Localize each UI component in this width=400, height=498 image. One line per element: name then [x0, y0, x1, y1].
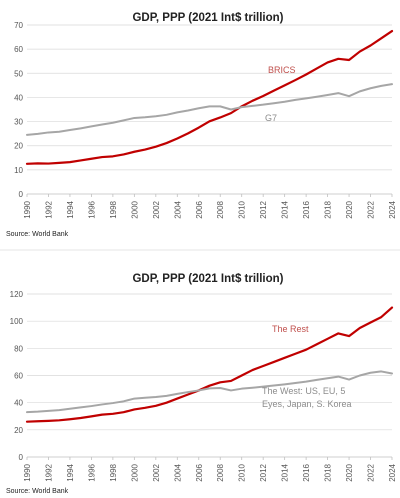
x-tick-label: 1990 [23, 463, 32, 481]
y-tick-label: 60 [14, 372, 23, 381]
y-tick-label: 30 [14, 118, 23, 127]
x-tick-label: 2000 [130, 463, 139, 481]
x-tick-label: 2006 [195, 463, 204, 481]
gdp-chart-brics-g7: GDP, PPP (2021 Int$ trillion) 0 10 20 30 40 5… [6, 12, 397, 238]
series-label-the-west-line2: Eyes, Japan, S. Korea [262, 399, 352, 409]
y-tick-label: 20 [14, 426, 23, 435]
x-tick-label: 2004 [173, 463, 182, 481]
series-label-the-rest: The Rest [272, 324, 309, 334]
x-tick-label: 2016 [302, 200, 311, 218]
x-tick-label: 2022 [367, 463, 376, 481]
series-line-the-rest [25, 306, 394, 423]
source-note: Source: World Bank [6, 231, 69, 238]
series-line-g7 [26, 83, 393, 136]
x-tick-label: 2008 [216, 200, 225, 218]
x-tick-label: 1990 [23, 200, 32, 218]
y-axis-ticks: 0 20 40 60 80 100 120 [10, 290, 24, 462]
y-tick-label: 80 [14, 344, 23, 353]
x-tick-label: 2024 [388, 463, 397, 481]
x-tick-label: 2018 [324, 200, 333, 218]
series-line-the-west [26, 370, 393, 414]
chart-title: GDP, PPP (2021 Int$ trillion) [132, 273, 283, 285]
x-tick-label: 2010 [238, 200, 247, 218]
x-tick-label: 1994 [66, 463, 75, 481]
x-tick-label: 2006 [195, 200, 204, 218]
y-tick-label: 60 [14, 45, 23, 54]
x-tick-label: 2022 [367, 200, 376, 218]
x-tick-label: 1992 [44, 200, 53, 218]
x-tick-label: 2016 [302, 463, 311, 481]
gdp-chart-rest-west: GDP, PPP (2021 Int$ trillion) 0 20 40 60 80 1… [6, 273, 397, 495]
x-tick-label: 2000 [130, 200, 139, 218]
y-tick-label: 40 [14, 399, 23, 408]
series-label-the-west-line1: The West: US, EU, 5 [262, 386, 345, 396]
series-lines [25, 306, 394, 423]
series-label-the-west: The West: US, EU, 5 Eyes, Japan, S. Kore… [262, 386, 352, 409]
source-note: Source: World Bank [6, 488, 69, 495]
gridlines [27, 293, 392, 458]
x-tick-label: 1998 [109, 200, 118, 218]
y-tick-label: 70 [14, 21, 23, 30]
x-tick-label: 1996 [87, 463, 96, 481]
x-tick-label: 2008 [216, 463, 225, 481]
y-tick-label: 20 [14, 142, 23, 151]
y-tick-label: 0 [19, 190, 24, 199]
x-tick-label: 2020 [345, 200, 354, 218]
x-tick-label: 2002 [152, 200, 161, 218]
series-label-g7: G7 [265, 113, 277, 123]
y-tick-label: 100 [10, 317, 24, 326]
chart-title: GDP, PPP (2021 Int$ trillion) [132, 12, 283, 24]
series-lines [25, 29, 394, 165]
x-tick-label: 2002 [152, 463, 161, 481]
x-tick-label: 2012 [259, 463, 268, 481]
x-tick-label: 1994 [66, 200, 75, 218]
x-tick-label: 2014 [281, 463, 290, 481]
x-axis-ticks: 1990 1992 1994 1996 1998 2000 2002 2004 2006 2008… [23, 457, 397, 482]
y-tick-label: 40 [14, 93, 23, 102]
x-tick-label: 2010 [238, 463, 247, 481]
y-axis-ticks: 0 10 20 30 40 50 60 70 [14, 21, 23, 199]
x-tick-label: 1992 [44, 463, 53, 481]
y-tick-label: 120 [10, 290, 24, 299]
chart-divider [0, 249, 400, 251]
x-tick-label: 2018 [324, 463, 333, 481]
series-label-brics: BRICS [268, 65, 296, 75]
x-tick-label: 2014 [281, 200, 290, 218]
series-line-brics [25, 29, 394, 165]
gridlines [27, 24, 392, 195]
x-axis-ticks: 1990 1992 1994 1996 1998 2000 2002 2004 2006 2008… [23, 194, 397, 219]
y-tick-label: 50 [14, 69, 23, 78]
x-tick-label: 2020 [345, 463, 354, 481]
x-tick-label: 1996 [87, 200, 96, 218]
x-tick-label: 2024 [388, 200, 397, 218]
x-tick-label: 2012 [259, 200, 268, 218]
y-tick-label: 0 [19, 453, 24, 462]
x-tick-label: 2004 [173, 200, 182, 218]
y-tick-label: 10 [14, 166, 23, 175]
x-tick-label: 1998 [109, 463, 118, 481]
